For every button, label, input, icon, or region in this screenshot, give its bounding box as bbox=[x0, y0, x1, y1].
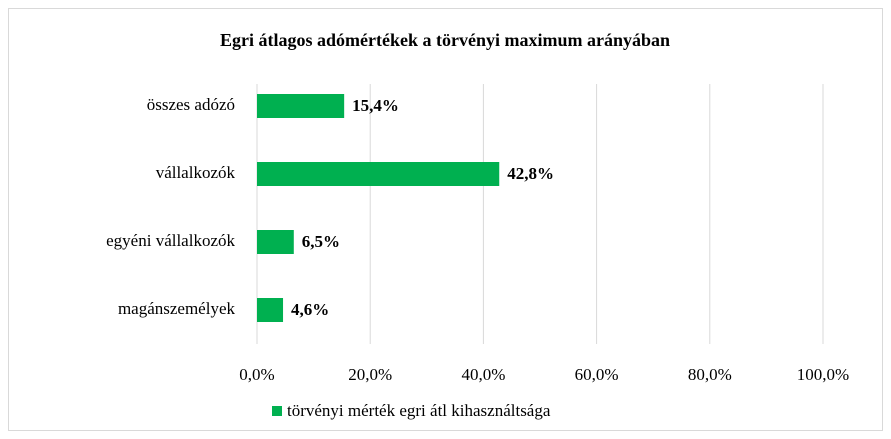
chart-border bbox=[8, 8, 883, 431]
x-tick-label: 20,0% bbox=[348, 365, 392, 384]
data-label: 6,5% bbox=[302, 232, 340, 251]
bar bbox=[257, 162, 500, 186]
chart-title: Egri átlagos adómértékek a törvényi maxi… bbox=[220, 30, 670, 50]
y-tick-label: összes adózó bbox=[147, 95, 235, 114]
bar bbox=[257, 94, 345, 118]
data-label: 15,4% bbox=[352, 96, 399, 115]
legend-swatch bbox=[272, 406, 282, 416]
bar bbox=[257, 298, 284, 322]
x-tick-label: 100,0% bbox=[797, 365, 849, 384]
x-tick-label: 80,0% bbox=[688, 365, 732, 384]
x-tick-label: 40,0% bbox=[461, 365, 505, 384]
x-tick-label: 60,0% bbox=[575, 365, 619, 384]
x-tick-label: 0,0% bbox=[239, 365, 274, 384]
data-label: 42,8% bbox=[507, 164, 554, 183]
y-tick-label: vállalkozók bbox=[156, 163, 236, 182]
y-tick-label: egyéni vállalkozók bbox=[106, 231, 235, 250]
legend-label: törvényi mérték egri átl kihasználtsága bbox=[287, 401, 551, 420]
y-tick-label: magánszemélyek bbox=[118, 299, 236, 318]
bar bbox=[257, 230, 294, 254]
data-label: 4,6% bbox=[291, 300, 329, 319]
